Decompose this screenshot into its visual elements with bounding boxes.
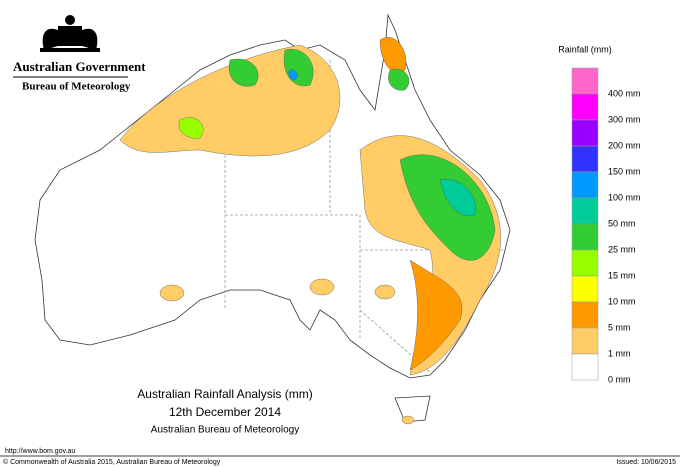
legend-label: 25 mm — [608, 244, 636, 254]
crest — [40, 15, 100, 52]
footer-issued: Issued: 10/06/2015 — [616, 459, 676, 466]
legend-swatch — [571, 275, 599, 303]
legend-swatch — [571, 171, 599, 199]
legend-label: 300 mm — [608, 114, 641, 124]
legend-swatch — [571, 67, 599, 95]
footer-url: http://www.bom.gov.au — [5, 448, 75, 455]
legend-label: 1 mm — [608, 348, 631, 358]
legend-swatch — [571, 197, 599, 225]
map-source: Australian Bureau of Meteorology — [151, 425, 299, 436]
legend-label: 150 mm — [608, 166, 641, 176]
legend: Rainfall (mm) 400 mm 300 mm 200 mm 150 mm 10… — [558, 44, 640, 384]
legend-swatch — [571, 93, 599, 121]
legend-label: 100 mm — [608, 192, 641, 202]
legend-label: 50 mm — [608, 218, 636, 228]
legend-swatch — [571, 353, 599, 381]
agency: Bureau of Meteorology — [22, 81, 131, 93]
legend-swatch — [571, 301, 599, 329]
rain-areas — [119, 37, 501, 425]
legend-label: 400 mm — [608, 88, 641, 98]
legend-label: 10 mm — [608, 296, 636, 306]
map-title: Australian Rainfall Analysis (mm) — [137, 387, 312, 401]
legend-swatch — [571, 249, 599, 277]
legend-swatch — [571, 327, 599, 355]
legend-label: 5 mm — [608, 322, 631, 332]
tasmania — [394, 395, 431, 423]
map-date: 12th December 2014 — [169, 405, 281, 419]
legend-swatch — [571, 145, 599, 173]
map — [34, 13, 511, 425]
government: Australian Government — [13, 59, 146, 74]
legend-swatch — [571, 119, 599, 147]
legend-label: 200 mm — [608, 140, 641, 150]
legend-label: 15 mm — [608, 270, 636, 280]
legend-label: 0 mm — [608, 374, 631, 384]
legend-swatch — [571, 223, 599, 251]
footer-copyright: © Commonwealth of Australia 2015, Austra… — [3, 458, 221, 466]
legend-title: Rainfall (mm) — [558, 44, 612, 54]
